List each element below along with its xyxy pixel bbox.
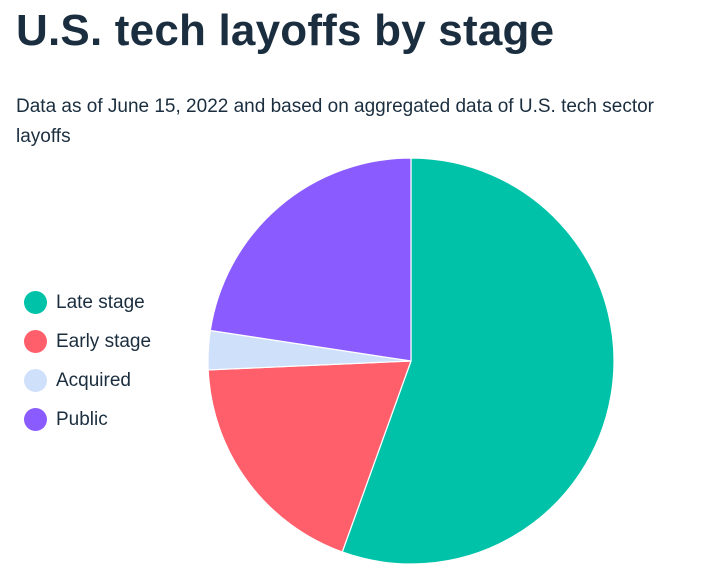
- legend-item-acquired: Acquired: [24, 361, 151, 400]
- legend-label: Acquired: [56, 369, 131, 391]
- legend-item-late-stage: Late stage: [24, 283, 151, 322]
- chart-subtitle: Data as of June 15, 2022 and based on ag…: [16, 96, 655, 147]
- legend: Late stage Early stage Acquired Public: [24, 283, 151, 439]
- legend-item-public: Public: [24, 400, 151, 439]
- pie-slice-public: [209, 157, 412, 362]
- legend-label: Early stage: [56, 330, 152, 352]
- legend-swatch: [24, 330, 47, 353]
- legend-swatch: [24, 369, 47, 392]
- legend-label: Public: [56, 408, 108, 430]
- legend-swatch: [24, 291, 47, 314]
- legend-label: Late stage: [56, 291, 145, 313]
- legend-item-early-stage: Early stage: [24, 322, 151, 361]
- chart-title: U.S. tech layoffs by stage: [16, 6, 555, 55]
- legend-swatch: [24, 408, 47, 431]
- pie-slice-late-stage: [341, 157, 615, 565]
- pie-slice-early-stage: [207, 360, 412, 553]
